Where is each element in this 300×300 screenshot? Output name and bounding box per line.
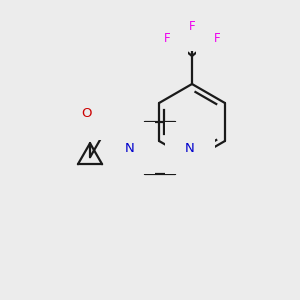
Text: F: F — [189, 20, 195, 34]
Text: N: N — [185, 142, 195, 154]
Text: O: O — [81, 107, 91, 120]
Text: F: F — [214, 32, 220, 44]
Text: F: F — [164, 32, 170, 44]
Text: N: N — [125, 142, 135, 154]
